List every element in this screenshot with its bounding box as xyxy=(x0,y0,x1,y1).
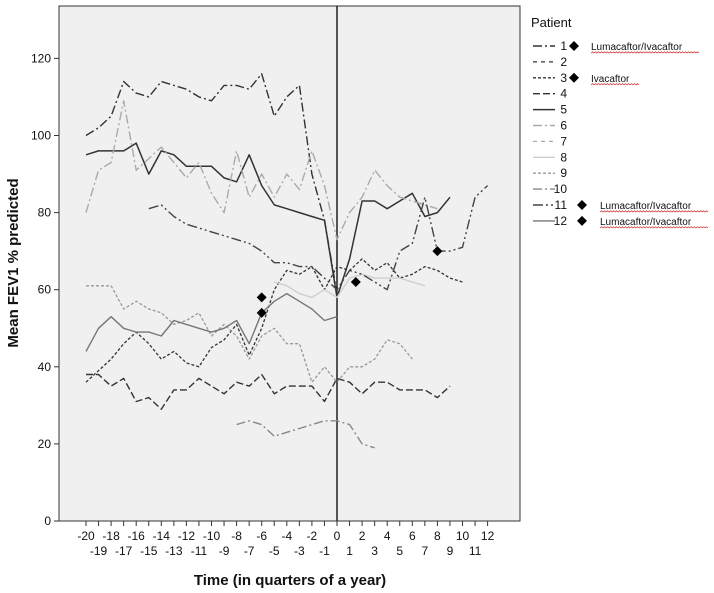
legend-treatment-note: Ivacaftor xyxy=(591,74,630,85)
legend-label: 10 xyxy=(554,182,568,196)
series-line-patient-1 xyxy=(85,73,338,294)
legend-treatment-note: Lumacaftor/Ivacaftor xyxy=(600,217,692,228)
legend-diamond-icon xyxy=(577,215,587,226)
legend-label: 4 xyxy=(560,87,567,101)
x-tick-label: 3 xyxy=(371,544,378,558)
treatment-marker-3 xyxy=(350,276,361,287)
x-tick-label: -19 xyxy=(90,544,108,558)
series-line-patient-5 xyxy=(85,142,451,299)
y-axis-label: Mean FEV1 % predicted xyxy=(5,178,22,347)
legend-label: 2 xyxy=(560,55,567,69)
x-tick-label: -3 xyxy=(294,544,305,558)
legend-item-patient-10: 10 xyxy=(533,182,567,196)
legend-label: 11 xyxy=(555,198,568,212)
legend-item-patient-8: 8 xyxy=(533,150,567,164)
x-tick-label: -2 xyxy=(307,529,318,543)
legend-label: 12 xyxy=(554,214,568,228)
x-tick-label: 0 xyxy=(334,529,341,543)
x-tick-label: -5 xyxy=(269,544,280,558)
x-tick-label: -18 xyxy=(102,529,120,543)
x-tick-label: -12 xyxy=(178,529,196,543)
x-tick-label: -10 xyxy=(203,529,221,543)
legend-item-patient-3: 3 Ivacaftor xyxy=(533,71,640,86)
spellcheck-underline xyxy=(590,83,640,86)
series-line-patient-4 xyxy=(86,373,451,410)
treatment-marker-2 xyxy=(256,307,267,318)
legend-label: 3 xyxy=(560,71,567,85)
legend-diamond-icon xyxy=(569,41,579,51)
series-line-patient-11 xyxy=(148,185,489,291)
legend-item-patient-5: 5 xyxy=(533,103,567,117)
x-tick-label: 8 xyxy=(434,529,441,543)
x-tick-label: 12 xyxy=(481,529,495,543)
legend-label: 6 xyxy=(560,119,567,133)
legend-treatment-note: Lumacaftor/Ivacaftor xyxy=(591,42,683,53)
legend-diamond-icon xyxy=(577,200,587,210)
legend-item-patient-2: 2 xyxy=(533,55,567,69)
x-tick-label: 7 xyxy=(422,544,429,558)
x-tick-label: -13 xyxy=(165,544,183,558)
x-tick-label: -20 xyxy=(77,529,95,543)
y-tick-label: 100 xyxy=(31,129,51,143)
legend-label: 9 xyxy=(560,166,567,180)
legend-item-patient-9: 9 xyxy=(533,166,567,180)
x-tick-label: 4 xyxy=(384,529,391,543)
x-tick-label: -16 xyxy=(128,529,146,543)
legend-label: 5 xyxy=(560,103,567,117)
legend-item-patient-4: 4 xyxy=(533,87,567,101)
y-tick-label: 120 xyxy=(31,51,51,65)
legend-item-patient-1: 1 Lumacaftor/Ivacaftor xyxy=(533,39,700,54)
legend-treatment-note: Lumacaftor/Ivacaftor xyxy=(600,201,692,212)
series-line-patient-6 xyxy=(85,100,438,241)
treatment-marker-4 xyxy=(432,246,443,257)
x-tick-label: -7 xyxy=(244,544,255,558)
x-axis-label: Time (in quarters of a year) xyxy=(194,572,386,589)
x-tick-label: 6 xyxy=(409,529,416,543)
x-tick-label: 11 xyxy=(469,544,482,558)
x-tick-label: -15 xyxy=(140,544,158,558)
legend-title: Patient xyxy=(531,15,572,30)
legend-label: 8 xyxy=(560,150,567,164)
x-tick-label: 9 xyxy=(447,544,454,558)
y-tick-label: 20 xyxy=(38,437,52,451)
x-tick-label: 5 xyxy=(396,544,403,558)
x-tick-label: -6 xyxy=(256,529,267,543)
x-tick-label: 10 xyxy=(456,529,470,543)
x-tick-label: -14 xyxy=(153,529,171,543)
series-line-patient-9 xyxy=(86,285,413,383)
y-tick-label: 60 xyxy=(38,283,52,297)
legend-label: 1 xyxy=(560,39,567,53)
x-tick-label: -9 xyxy=(219,544,230,558)
treatment-marker-1 xyxy=(256,292,267,303)
x-tick-label: -17 xyxy=(115,544,133,558)
legend-item-patient-11: 11 Lumacaftor/Ivacaftor xyxy=(533,198,709,213)
x-tick-label: 1 xyxy=(346,544,353,558)
spellcheck-underline xyxy=(599,210,709,213)
x-tick-label: -1 xyxy=(319,544,330,558)
legend-item-patient-12: 12 Lumacaftor/Ivacaftor xyxy=(533,214,709,229)
series-line-patient-10 xyxy=(236,420,375,449)
x-tick-label: -11 xyxy=(191,544,208,558)
legend-item-patient-6: 6 xyxy=(533,119,567,133)
x-tick-label: 2 xyxy=(359,529,366,543)
spellcheck-underline xyxy=(590,51,700,54)
y-tick-label: 80 xyxy=(38,206,52,220)
x-tick-label: -4 xyxy=(281,529,292,543)
y-tick-label: 40 xyxy=(38,360,52,374)
x-tick-label: -8 xyxy=(231,529,242,543)
series-line-patient-8 xyxy=(274,273,426,299)
legend-diamond-icon xyxy=(569,72,579,83)
y-tick-label: 0 xyxy=(44,514,51,528)
spellcheck-underline xyxy=(599,226,709,229)
series-line-patient-12 xyxy=(85,292,338,352)
legend-item-patient-7: 7 xyxy=(533,134,567,148)
legend-label: 7 xyxy=(560,134,567,148)
